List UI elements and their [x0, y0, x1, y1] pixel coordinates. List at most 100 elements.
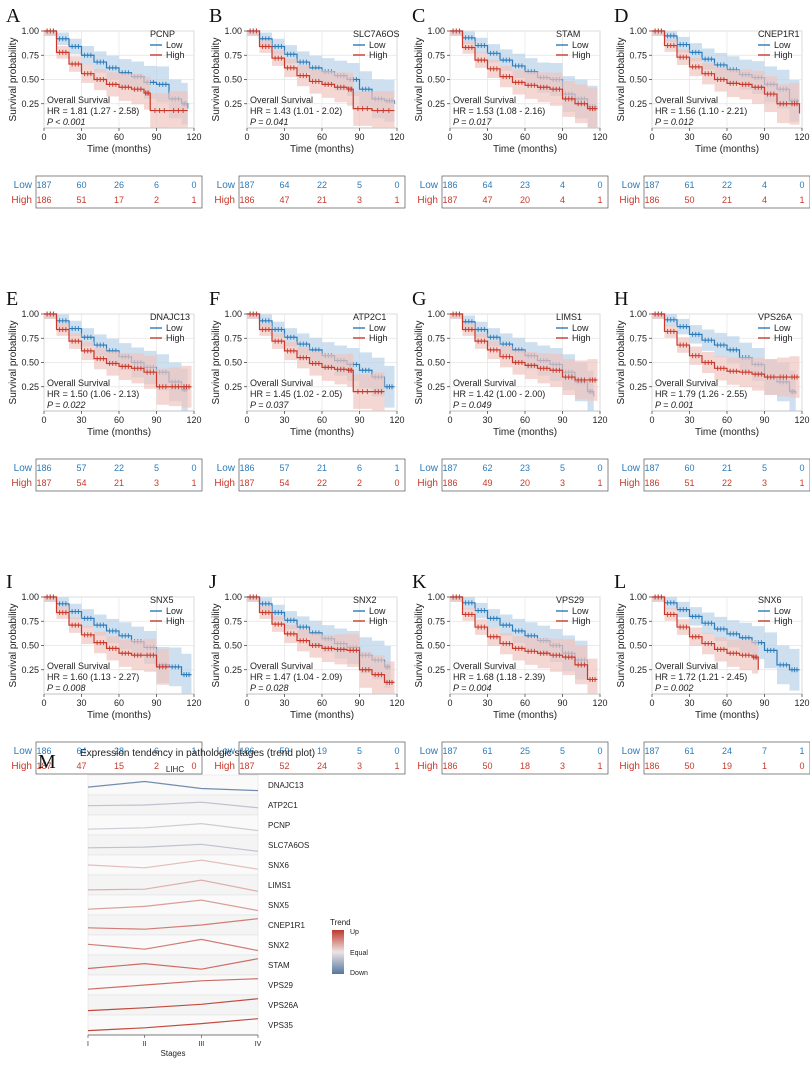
- risk-row-label-low: Low: [420, 463, 439, 474]
- legend-label-high: High: [572, 616, 591, 626]
- risk-cell-low: 0: [394, 180, 399, 190]
- x-tick-label: 60: [520, 415, 530, 425]
- p-value: P = 0.022: [47, 400, 85, 410]
- trend-panel-M: M Expression tendency in pathologic stage…: [38, 748, 368, 1058]
- trend-gene-label: DNAJC13: [268, 781, 304, 790]
- risk-cell-high: 47: [482, 195, 492, 205]
- risk-cell-high: 1: [799, 478, 804, 488]
- y-axis-label: Survival probability: [616, 321, 627, 405]
- hazard-ratio: HR = 1.53 (1.08 - 2.16): [453, 106, 545, 116]
- panel-letter: D: [614, 5, 628, 27]
- trend-line-pcnp: [87, 822, 259, 832]
- risk-row-label-high: High: [619, 761, 640, 772]
- risk-cell-low: 187: [644, 463, 659, 473]
- x-axis-label: Time (months): [493, 710, 557, 721]
- km-curve-high: [44, 30, 188, 112]
- x-tick-label: 30: [684, 698, 694, 708]
- trend-gene-label: SLC7A6OS: [268, 841, 309, 850]
- hazard-ratio: HR = 1.60 (1.13 - 2.27): [47, 672, 139, 682]
- os-label: Overall Survival: [47, 661, 110, 671]
- risk-cell-low: 19: [317, 746, 327, 756]
- risk-cell-low: 6: [357, 463, 362, 473]
- risk-cell-low: 57: [279, 463, 289, 473]
- x-tick-label: 60: [722, 132, 732, 142]
- km-panel-L: L 0.25 0.50 0.75 1.00 0 30 60 90 120 Time (months)…: [614, 571, 810, 775]
- y-tick-label: 0.75: [224, 50, 242, 60]
- y-tick-label: 1.00: [224, 592, 242, 602]
- os-label: Overall Survival: [655, 661, 718, 671]
- risk-cell-high: 22: [722, 478, 732, 488]
- risk-cell-high: 3: [560, 478, 565, 488]
- risk-cell-high: 2: [154, 761, 159, 771]
- risk-cell-high: 3: [762, 478, 767, 488]
- risk-cell-high: 186: [644, 761, 659, 771]
- y-axis-label: Survival probability: [211, 321, 222, 405]
- risk-cell-low: 186: [239, 746, 254, 756]
- risk-cell-high: 1: [597, 195, 602, 205]
- panel-letter: M: [38, 751, 56, 773]
- trend-x-axis-label: Stages: [161, 1049, 186, 1058]
- risk-cell-high: 4: [762, 195, 767, 205]
- risk-cell-low: 59: [279, 746, 289, 756]
- y-tick-label: 1.00: [629, 26, 647, 36]
- y-tick-label: 0.25: [21, 99, 39, 109]
- legend-label-low: Low: [572, 323, 589, 333]
- legend-label-low: Low: [369, 323, 386, 333]
- x-tick-label: 0: [447, 698, 452, 708]
- y-tick-label: 1.00: [427, 309, 445, 319]
- x-tick-label: 0: [447, 132, 452, 142]
- y-tick-label: 0.50: [629, 641, 647, 651]
- trend-row-bg: [87, 1014, 259, 1036]
- trend-line-cnep1r1: [87, 918, 259, 930]
- trend-gene-label: SNX2: [268, 941, 289, 950]
- trend-gene-label: CNEP1R1: [268, 921, 305, 930]
- risk-row-label-high: High: [619, 478, 640, 489]
- legend-label-low: Low: [369, 606, 386, 616]
- risk-table: [35, 458, 203, 492]
- km-curve-high: [247, 596, 395, 683]
- x-tick-label: 120: [389, 132, 404, 142]
- risk-table: [238, 175, 406, 209]
- risk-row-label-low: Low: [622, 746, 641, 757]
- risk-cell-high: 51: [76, 195, 86, 205]
- y-tick-label: 0.50: [224, 358, 242, 368]
- hazard-ratio: HR = 1.56 (1.10 - 2.21): [655, 106, 747, 116]
- trend-legend-down: Down: [350, 970, 368, 977]
- risk-cell-high: 186: [644, 478, 659, 488]
- risk-cell-low: 61: [482, 746, 492, 756]
- y-tick-label: 0.50: [224, 641, 242, 651]
- y-tick-label: 0.25: [427, 665, 445, 675]
- legend-label-low: Low: [774, 40, 791, 50]
- risk-cell-low: 24: [722, 746, 732, 756]
- trend-gene-label: VPS29: [268, 981, 293, 990]
- legend-label-low: Low: [572, 606, 589, 616]
- risk-cell-high: 20: [520, 195, 530, 205]
- x-axis-label: Time (months): [290, 427, 354, 438]
- legend-label-high: High: [572, 333, 591, 343]
- risk-cell-low: 64: [76, 746, 86, 756]
- y-axis-label: Survival probability: [8, 38, 19, 122]
- risk-row-label-high: High: [11, 195, 32, 206]
- x-axis-label: Time (months): [87, 427, 151, 438]
- ci-band-high: [450, 597, 598, 694]
- trend-x-tick-label: IV: [255, 1041, 262, 1048]
- y-axis-label: Survival probability: [616, 604, 627, 688]
- y-axis-label: Survival probability: [616, 38, 627, 122]
- risk-cell-high: 50: [684, 195, 694, 205]
- risk-cell-low: 187: [442, 463, 457, 473]
- os-label: Overall Survival: [250, 661, 313, 671]
- risk-cell-low: 62: [482, 463, 492, 473]
- y-tick-label: 0.75: [427, 616, 445, 626]
- legend-label-low: Low: [774, 323, 791, 333]
- x-tick-label: 90: [354, 415, 364, 425]
- p-value: P = 0.002: [655, 683, 693, 693]
- km-curve-high: [247, 313, 385, 393]
- p-value: P = 0.001: [655, 400, 693, 410]
- risk-row-label-low: Low: [420, 746, 439, 757]
- panel-letter: E: [6, 288, 18, 310]
- risk-cell-low: 23: [520, 180, 530, 190]
- trend-gene-label: ATP2C1: [268, 801, 298, 810]
- y-tick-label: 0.50: [21, 358, 39, 368]
